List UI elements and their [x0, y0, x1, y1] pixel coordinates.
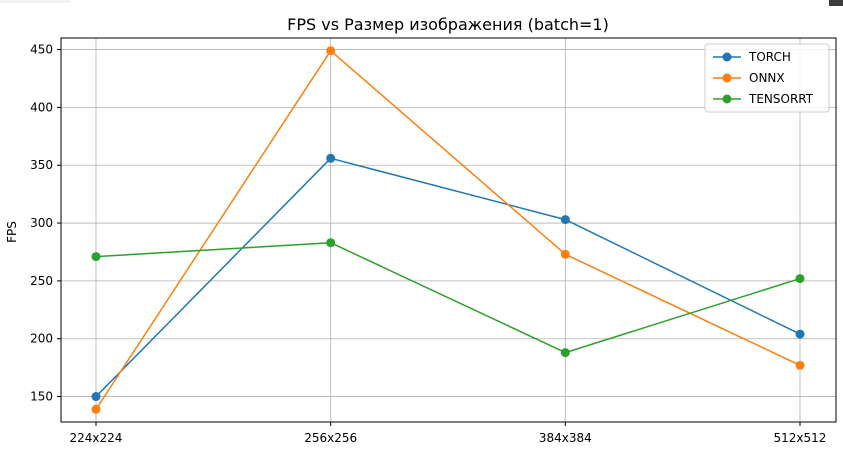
- series-line-torch: [95, 157, 801, 398]
- y-tick-label: 300: [30, 216, 53, 230]
- y-tick-label: 450: [30, 43, 53, 57]
- grid: [61, 38, 836, 422]
- data-point-torch: [326, 153, 336, 163]
- series-line-onnx: [95, 49, 801, 410]
- data-point-onnx: [560, 249, 570, 259]
- legend-label-torch: TORCH: [748, 50, 791, 64]
- x-tick-label: 384x384: [539, 431, 592, 445]
- data-point-onnx: [326, 46, 336, 56]
- y-tick-label: 350: [30, 158, 53, 172]
- data-point-torch: [560, 215, 570, 225]
- y-axis-label: FPS: [5, 221, 19, 243]
- data-point-torch: [91, 392, 101, 402]
- data-point-onnx: [795, 360, 805, 370]
- legend-marker-onnx: [722, 73, 732, 83]
- window-top-edge: [0, 0, 70, 3]
- x-tick-label: 256x256: [304, 431, 357, 445]
- y-tick-label: 250: [30, 274, 53, 288]
- series-tensorrt: [91, 238, 805, 358]
- y-tick-label: 200: [30, 332, 53, 346]
- data-point-tensorrt: [91, 252, 101, 262]
- legend-marker-tensorrt: [722, 94, 732, 104]
- y-tick-label: 150: [30, 390, 53, 404]
- legend-box: [704, 43, 830, 113]
- plot-area-frame: [60, 37, 837, 423]
- series-torch: [91, 153, 805, 402]
- data-point-tensorrt: [795, 274, 805, 284]
- series-layer: [91, 46, 805, 414]
- chart-title: FPS vs Размер изображения (batch=1): [287, 15, 609, 34]
- legend-marker-torch: [722, 52, 732, 62]
- data-point-tensorrt: [560, 348, 570, 358]
- x-tick-label: 512x512: [774, 431, 827, 445]
- x-tick-label: 224x224: [70, 431, 123, 445]
- window-corner-control: [829, 0, 843, 6]
- legend: TORCH ONNX TENSORRT: [704, 43, 830, 113]
- data-point-onnx: [91, 404, 101, 414]
- data-point-tensorrt: [326, 238, 336, 248]
- legend-label-tensorrt: TENSORRT: [748, 92, 814, 106]
- axes: 224x224 256x256 384x384 512x512 150 200 250 300…: [30, 43, 826, 445]
- y-tick-label: 400: [30, 100, 53, 114]
- series-onnx: [91, 46, 805, 414]
- series-line-tensorrt: [95, 241, 801, 354]
- data-point-torch: [795, 329, 805, 339]
- legend-label-onnx: ONNX: [749, 71, 785, 85]
